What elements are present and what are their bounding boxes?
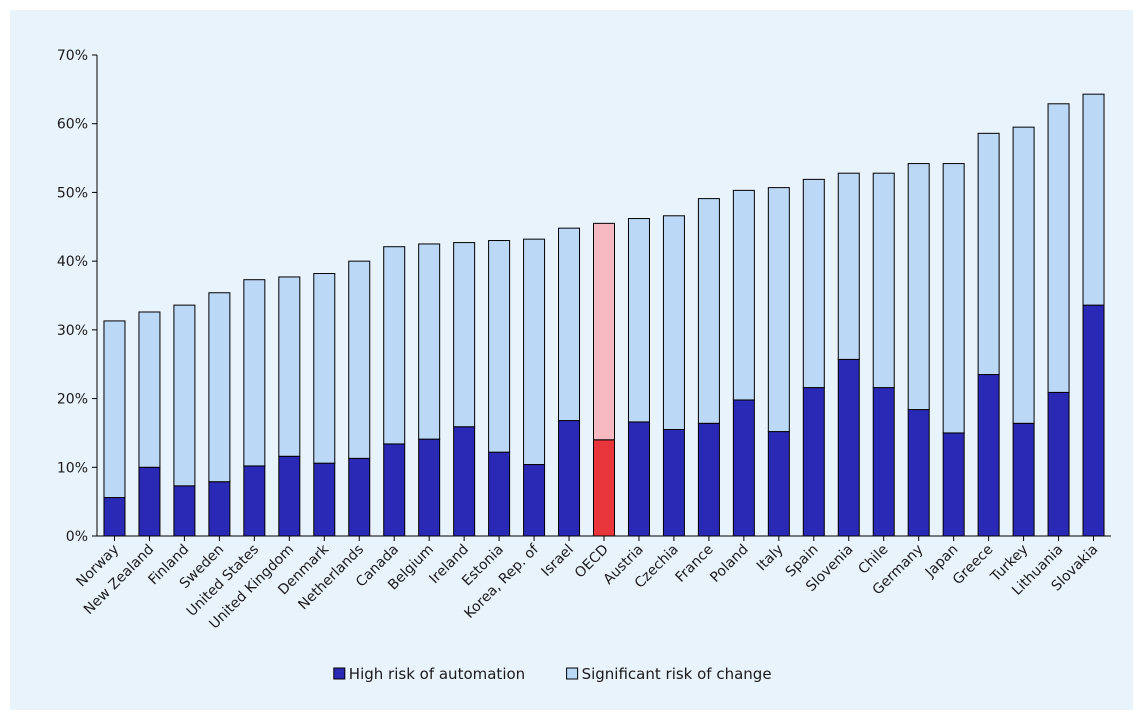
bar-ireland-significant-risk-of-change (453, 242, 476, 428)
bar-united-states-significant-risk-of-change (243, 279, 266, 467)
bar-united-kingdom-high-risk-of-automation (278, 455, 301, 537)
bar-spain-high-risk-of-automation (802, 387, 825, 537)
y-tick-label: 0% (66, 529, 88, 545)
y-tick-label: 50% (57, 185, 88, 201)
legend-swatch-high-risk-of-automation (333, 667, 346, 680)
bar-canada-high-risk-of-automation (383, 443, 406, 537)
bar-finland-high-risk-of-automation (173, 485, 196, 537)
bar-turkey-significant-risk-of-change (1012, 126, 1035, 424)
bar-slovakia-high-risk-of-automation (1082, 304, 1105, 537)
bar-lithuania-high-risk-of-automation (1047, 391, 1070, 537)
bar-greece-significant-risk-of-change (977, 132, 1000, 376)
y-tick-label: 70% (57, 48, 88, 64)
x-tick-label: Israel (538, 542, 576, 580)
bar-denmark-significant-risk-of-change (313, 273, 336, 464)
bar-united-kingdom-significant-risk-of-change (278, 276, 301, 457)
bar-israel-significant-risk-of-change (558, 227, 581, 422)
x-tick-label: France (672, 542, 716, 586)
bar-estonia-high-risk-of-automation (488, 451, 511, 537)
bar-slovenia-high-risk-of-automation (837, 358, 860, 537)
bar-france-significant-risk-of-change (697, 198, 720, 424)
y-tick-label: 60% (57, 117, 88, 133)
bar-sweden-high-risk-of-automation (208, 481, 231, 537)
bar-korea-rep-of-significant-risk-of-change (523, 238, 546, 466)
bar-czechia-high-risk-of-automation (662, 428, 685, 537)
bar-greece-high-risk-of-automation (977, 374, 1000, 537)
bars-layer (103, 93, 1105, 537)
y-tick-label: 30% (57, 323, 88, 339)
y-tick-label: 40% (57, 254, 88, 270)
bar-spain-significant-risk-of-change (802, 178, 825, 389)
bar-italy-high-risk-of-automation (767, 431, 790, 537)
bar-poland-significant-risk-of-change (732, 189, 755, 401)
bar-japan-significant-risk-of-change (942, 163, 965, 434)
bar-germany-significant-risk-of-change (907, 163, 930, 411)
legend-label-high-risk-of-automation: High risk of automation (349, 665, 525, 683)
bar-chile-high-risk-of-automation (872, 387, 895, 537)
bar-oecd-high-risk-of-automation (593, 439, 615, 537)
bar-estonia-significant-risk-of-change (488, 240, 511, 453)
bar-belgium-significant-risk-of-change (418, 243, 441, 440)
bar-lithuania-significant-risk-of-change (1047, 103, 1070, 393)
bar-belgium-high-risk-of-automation (418, 438, 441, 537)
bar-united-states-high-risk-of-automation (243, 465, 266, 537)
bar-ireland-high-risk-of-automation (453, 426, 476, 537)
bar-canada-significant-risk-of-change (383, 246, 406, 445)
bar-japan-high-risk-of-automation (942, 432, 965, 537)
bar-new-zealand-significant-risk-of-change (138, 311, 161, 468)
bar-france-high-risk-of-automation (697, 422, 720, 537)
bar-czechia-significant-risk-of-change (662, 215, 685, 430)
bar-denmark-high-risk-of-automation (313, 462, 336, 537)
bar-slovenia-significant-risk-of-change (837, 172, 860, 360)
bar-germany-high-risk-of-automation (907, 409, 930, 537)
bar-netherlands-high-risk-of-automation (348, 457, 371, 537)
bar-netherlands-significant-risk-of-change (348, 260, 371, 459)
axis-layer (92, 54, 1111, 541)
bar-italy-significant-risk-of-change (767, 187, 790, 433)
bar-austria-significant-risk-of-change (627, 218, 650, 423)
bar-austria-high-risk-of-automation (627, 421, 650, 537)
bar-slovakia-significant-risk-of-change (1082, 93, 1105, 306)
bar-oecd-significant-risk-of-change (593, 222, 615, 441)
bar-turkey-high-risk-of-automation (1012, 422, 1035, 537)
bar-korea-rep-of-high-risk-of-automation (523, 464, 546, 537)
bar-poland-high-risk-of-automation (732, 399, 755, 537)
bar-norway-significant-risk-of-change (103, 320, 126, 499)
bar-new-zealand-high-risk-of-automation (138, 466, 161, 537)
bar-sweden-significant-risk-of-change (208, 292, 231, 483)
bar-norway-high-risk-of-automation (103, 497, 126, 537)
bar-israel-high-risk-of-automation (558, 420, 581, 537)
legend: High risk of automation Significant risk … (333, 665, 772, 683)
bar-finland-significant-risk-of-change (173, 304, 196, 487)
legend-label-significant-risk-of-change: Significant risk of change (582, 665, 772, 683)
x-tick-label: Poland (707, 542, 751, 586)
chart-panel: Norway New Zealand Finland Sweden United Sta… (10, 10, 1133, 710)
y-tick-label: 20% (57, 392, 88, 408)
y-tick-label: 10% (57, 460, 88, 476)
legend-swatch-significant-risk-of-change (566, 667, 579, 680)
bar-chile-significant-risk-of-change (872, 172, 895, 389)
